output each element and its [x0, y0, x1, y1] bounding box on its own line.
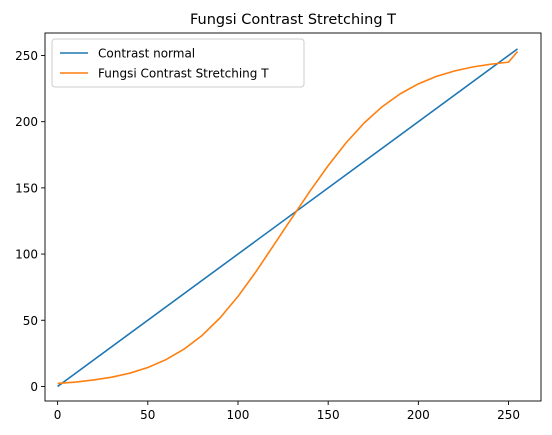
y-tick-label-100: 100 — [15, 248, 38, 262]
x-tick-label-200: 200 — [407, 408, 430, 422]
x-tick-label-250: 250 — [497, 408, 520, 422]
x-tick-label-50: 50 — [140, 408, 155, 422]
y-tick-label-0: 0 — [30, 380, 38, 394]
y-tick-label-200: 200 — [15, 115, 38, 129]
series-line-2 — [57, 51, 519, 385]
legend: Contrast normal Fungsi Contrast Stretchin… — [51, 38, 305, 88]
legend-label-2: Fungsi Contrast Stretching T — [98, 67, 269, 81]
x-tick-label-0: 0 — [54, 408, 62, 422]
series-line-1 — [57, 48, 519, 388]
y-tick-label-50: 50 — [23, 314, 38, 328]
legend-label-1: Contrast normal — [98, 47, 195, 61]
x-tick-label-150: 150 — [317, 408, 340, 422]
chart-title: Fungsi Contrast Stretching T — [190, 12, 396, 28]
x-tick-label-100: 100 — [227, 408, 250, 422]
y-tick-label-250: 250 — [15, 49, 38, 63]
y-tick-label-150: 150 — [15, 181, 38, 195]
legend-box — [51, 38, 305, 88]
axes-frame — [44, 32, 542, 402]
